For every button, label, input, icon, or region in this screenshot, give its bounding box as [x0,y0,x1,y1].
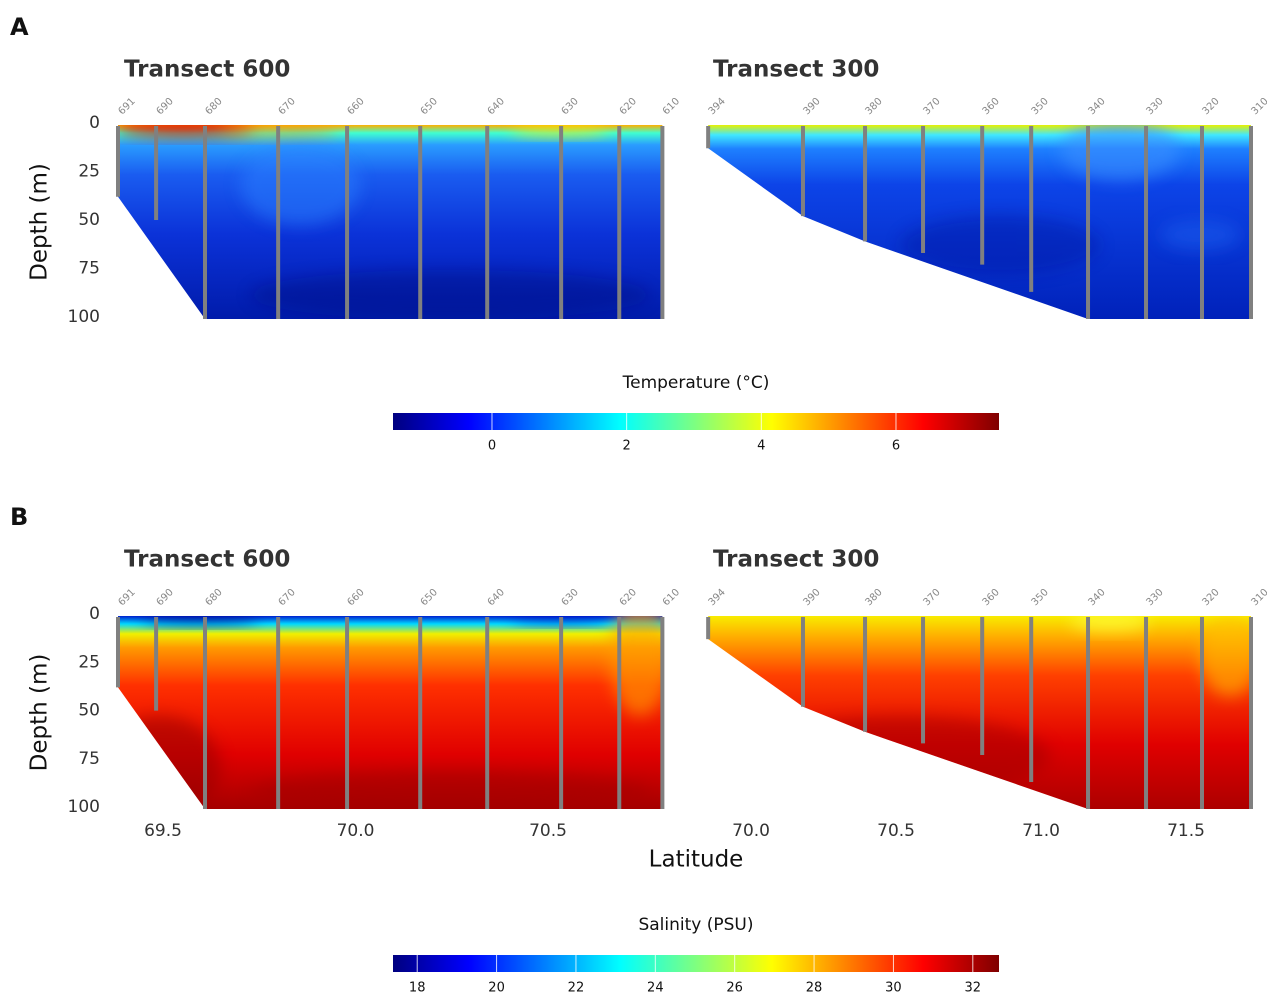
y-tick-label: 0 [89,113,100,133]
field-patch [750,716,1050,796]
y-tick-label: 50 [78,210,100,230]
y-axis-label: Depth (m) [27,163,53,281]
station-label: 380 [864,587,885,608]
y-tick-label: 25 [78,162,100,182]
section-field [118,125,663,319]
station-label: 691 [116,96,137,117]
station-label: 630 [560,587,581,608]
station-label: 670 [277,96,298,117]
station-label: 320 [1200,587,1221,608]
field-fill [708,616,1251,809]
y-tick-label: 25 [78,652,100,672]
station-label: 360 [981,96,1002,117]
y-tick-label: 100 [68,797,100,817]
colorbar-tick-label: 0 [488,439,496,454]
field-patch [1070,616,1150,631]
station-label: 610 [661,96,682,117]
colorbar-label: Temperature (°C) [622,373,770,393]
field-patch [118,125,255,136]
section-field [708,125,1251,319]
colorbar-tick-label: 32 [965,981,982,995]
panel-label: B [10,503,28,531]
y-tick-label: 75 [78,259,100,279]
station-label: 390 [801,96,822,117]
y-tick-label: 100 [68,307,100,327]
station-label: 390 [801,587,822,608]
station-label: 340 [1086,587,1107,608]
station-label: 330 [1144,587,1165,608]
colorbar-tick-label: 30 [885,981,902,995]
y-axis-label: Depth (m) [27,654,53,772]
colorbar-tick-label: 2 [623,439,631,454]
field-patch [250,771,650,809]
field-patch [1200,616,1251,696]
station-label: 640 [486,587,507,608]
y-tick-label: 0 [89,604,100,624]
chart-title: Transect 600 [124,547,290,573]
colorbar-label: Salinity (PSU) [638,915,753,935]
station-label: 610 [661,587,682,608]
colorbar-tick-label: 22 [568,981,585,995]
station-label: 630 [560,96,581,117]
colorbar [393,413,999,430]
colorbar-tick-label: 26 [726,981,743,995]
x-tick-label: 71.0 [1022,821,1060,841]
colorbar-tick-label: 6 [892,439,900,454]
station-label: 680 [203,96,224,117]
field-patch [118,716,220,809]
field-patch [140,616,260,624]
chart-title: Transect 300 [713,57,879,83]
station-label: 670 [277,587,298,608]
station-label: 350 [1030,587,1051,608]
x-tick-label: 70.0 [337,821,375,841]
colorbar-tick-label: 4 [757,439,765,454]
x-tick-label: 71.5 [1167,821,1205,841]
panel-label: A [10,13,29,41]
station-label: 650 [419,587,440,608]
station-label: 350 [1030,96,1051,117]
colorbar-tick-label: 24 [647,981,664,995]
station-label: 660 [346,587,367,608]
field-patch [1060,125,1180,180]
station-label: 360 [981,587,1002,608]
station-label: 370 [921,96,942,117]
station-label: 691 [116,587,137,608]
chart-title: Transect 300 [713,547,879,573]
x-tick-label: 69.5 [144,821,182,841]
x-tick-label: 70.5 [877,821,915,841]
station-label: 370 [921,587,942,608]
station-label: 680 [203,587,224,608]
station-label: 340 [1086,96,1107,117]
station-label: 310 [1249,96,1267,117]
y-tick-label: 75 [78,749,100,769]
field-patch [250,270,650,319]
station-label: 640 [486,96,507,117]
station-label: 620 [618,587,639,608]
y-tick-label: 50 [78,701,100,721]
station-label: 310 [1249,587,1267,608]
station-label: 690 [155,96,176,117]
colorbar [393,955,999,972]
field-patch [240,145,360,225]
station-label: 650 [419,96,440,117]
field-patch [610,616,663,716]
station-label: 394 [707,96,728,117]
section-field [118,616,663,809]
station-label: 330 [1144,96,1165,117]
station-label: 660 [346,96,367,117]
station-label: 620 [618,96,639,117]
x-tick-label: 70.5 [529,821,567,841]
station-label: 380 [864,96,885,117]
colorbar-tick-label: 18 [409,981,426,995]
colorbar-tick-label: 20 [488,981,505,995]
x-tick-label: 70.0 [732,821,770,841]
station-label: 320 [1200,96,1221,117]
station-label: 690 [155,587,176,608]
chart-title: Transect 600 [124,57,290,83]
field-patch [900,215,1100,275]
colorbar-tick-label: 28 [806,981,823,995]
x-axis-label: Latitude [649,847,744,873]
station-label: 394 [707,587,728,608]
